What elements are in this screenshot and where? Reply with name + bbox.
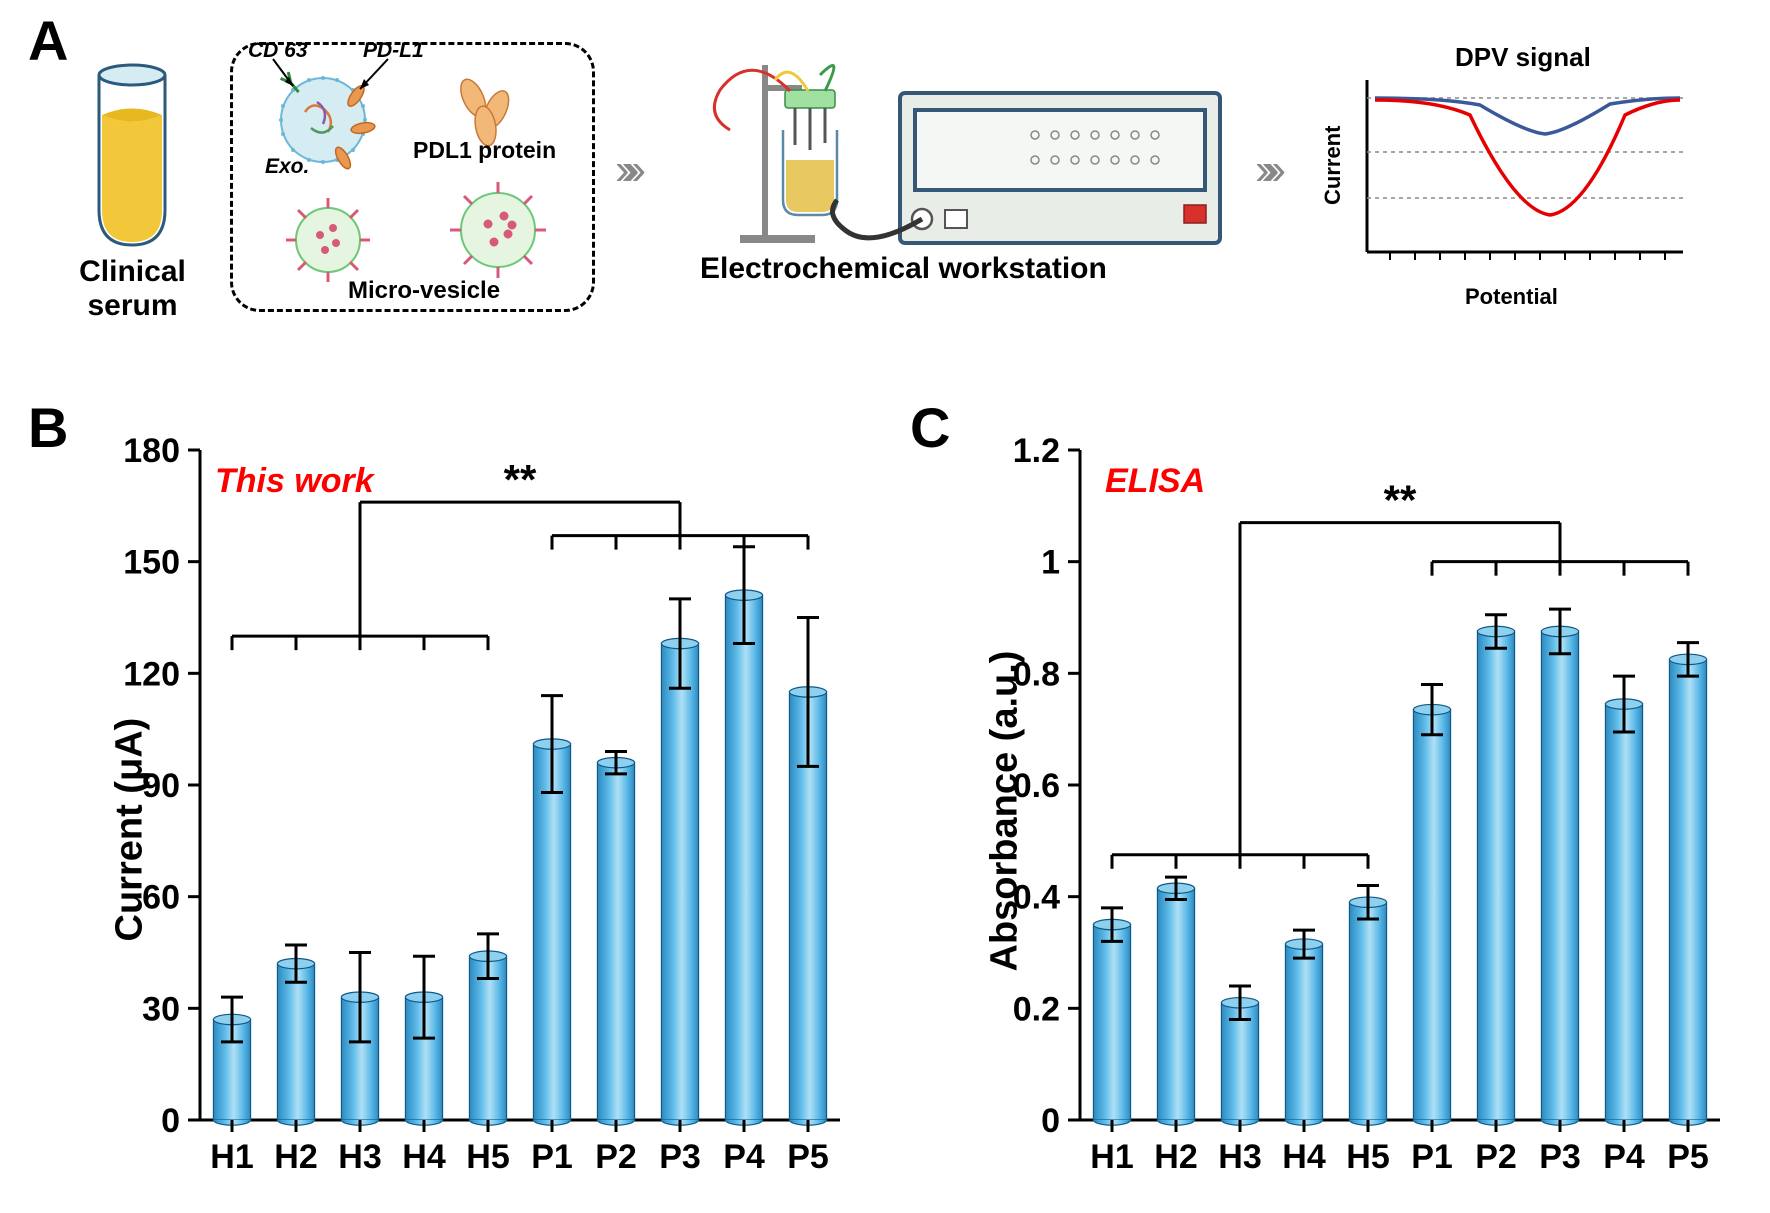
bar-chart-b: 0306090120150180H1H2H3H4H5P1P2P3P4P5** [70, 420, 860, 1195]
panel-b-ylabel: Current (μA) [109, 642, 152, 942]
cd63-label: CD 63 [248, 39, 308, 63]
svg-text:P5: P5 [787, 1138, 829, 1176]
panel-c-annotation: ELISA [1105, 462, 1205, 501]
panel-a: Clinical serum [60, 30, 1710, 360]
bubble-contents-icon [233, 45, 598, 315]
dpv-xlabel: Potential [1465, 284, 1558, 310]
bar-chart-c: 00.20.40.60.811.2H1H2H3H4H5P1P2P3P4P5** [950, 420, 1740, 1195]
svg-text:1.2: 1.2 [1013, 432, 1060, 470]
dpv-title: DPV signal [1455, 42, 1591, 73]
workstation-label: Electrochemical workstation [700, 252, 1107, 286]
panel-c-chart: 00.20.40.60.811.2H1H2H3H4H5P1P2P3P4P5** … [950, 420, 1740, 1180]
chevron-right-icon: »» [1255, 145, 1268, 195]
svg-text:1: 1 [1041, 544, 1060, 582]
pdl1-protein-label: PDL1 protein [413, 137, 556, 164]
svg-text:P3: P3 [659, 1138, 701, 1176]
svg-text:H5: H5 [466, 1138, 509, 1176]
svg-text:P5: P5 [1667, 1138, 1709, 1176]
test-tube-icon [85, 60, 180, 255]
svg-text:**: ** [504, 456, 537, 503]
svg-text:H2: H2 [274, 1138, 317, 1176]
svg-text:30: 30 [142, 990, 180, 1028]
svg-text:H5: H5 [1346, 1138, 1389, 1176]
svg-text:P2: P2 [595, 1138, 637, 1176]
svg-text:P4: P4 [723, 1138, 765, 1176]
dpv-chart [1365, 80, 1685, 275]
electrochemical-workstation-icon [690, 55, 1230, 255]
svg-text:0: 0 [161, 1102, 180, 1140]
panel-b-label: B [28, 395, 68, 460]
micro-vesicle-label: Micro-vesicle [348, 277, 500, 305]
svg-text:H1: H1 [1090, 1138, 1133, 1176]
svg-text:150: 150 [123, 544, 180, 582]
exo-label: Exo. [265, 155, 309, 179]
svg-text:180: 180 [123, 432, 180, 470]
panel-c-ylabel: Absorbance (a.u.) [984, 612, 1027, 972]
svg-text:H3: H3 [338, 1138, 381, 1176]
svg-text:P2: P2 [1475, 1138, 1517, 1176]
svg-text:H4: H4 [402, 1138, 446, 1176]
panel-b-chart: 0306090120150180H1H2H3H4H5P1P2P3P4P5** T… [70, 420, 860, 1180]
clinical-serum-label: Clinical serum [60, 255, 205, 323]
svg-text:H2: H2 [1154, 1138, 1197, 1176]
svg-text:P3: P3 [1539, 1138, 1581, 1176]
svg-text:P4: P4 [1603, 1138, 1645, 1176]
svg-text:H1: H1 [210, 1138, 253, 1176]
dpv-ylabel: Current [1320, 126, 1346, 205]
svg-text:H3: H3 [1218, 1138, 1261, 1176]
svg-text:P1: P1 [531, 1138, 573, 1176]
svg-text:P1: P1 [1411, 1138, 1453, 1176]
panel-c-label: C [910, 395, 950, 460]
svg-text:**: ** [1384, 477, 1417, 524]
svg-text:0: 0 [1041, 1102, 1060, 1140]
pdl1-label: PD-L1 [363, 39, 424, 63]
dpv-panel: DPV signal Current Potential [1330, 50, 1690, 305]
chevron-right-icon: »» [615, 145, 628, 195]
serum-contents-bubble: CD 63 PD-L1 Exo. PDL1 protein Micro-vesi… [230, 42, 595, 312]
svg-text:H4: H4 [1282, 1138, 1326, 1176]
panel-b-annotation: This work [215, 462, 374, 501]
svg-text:0.2: 0.2 [1013, 990, 1060, 1028]
